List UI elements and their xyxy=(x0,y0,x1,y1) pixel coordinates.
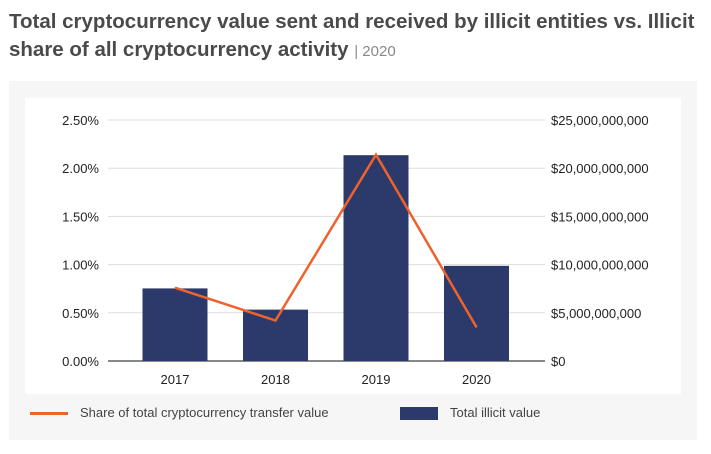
legend-label: Share of total cryptocurrency transfer v… xyxy=(80,405,329,420)
right-tick-label: $0 xyxy=(551,354,565,369)
legend-item-line: Share of total cryptocurrency transfer v… xyxy=(30,405,329,420)
legend-item-bar: Total illicit value xyxy=(400,405,541,421)
bar-2020 xyxy=(444,265,509,361)
right-tick-label: $25,000,000,000 xyxy=(551,113,649,128)
legend-label: Total illicit value xyxy=(450,405,541,420)
line-point-2020 xyxy=(476,326,477,328)
left-tick-label: 1.00% xyxy=(62,258,99,273)
bar-2017 xyxy=(142,288,208,361)
line-point-2019 xyxy=(375,154,377,156)
x-tick-label: 2019 xyxy=(362,372,391,387)
left-tick-label: 2.00% xyxy=(62,161,99,176)
left-tick-label: 1.50% xyxy=(62,209,99,224)
right-tick-label: $5,000,000,000 xyxy=(551,306,641,321)
legend-bar-swatch xyxy=(400,407,438,421)
left-tick-label: 0.50% xyxy=(62,306,99,321)
right-tick-label: $10,000,000,000 xyxy=(551,258,649,273)
x-tick-label: 2017 xyxy=(161,372,190,387)
left-tick-label: 2.50% xyxy=(62,113,99,128)
x-tick-label: 2018 xyxy=(261,372,290,387)
right-tick-label: $15,000,000,000 xyxy=(551,209,649,224)
x-tick-label: 2020 xyxy=(462,372,491,387)
line-point-2018 xyxy=(275,320,276,322)
left-tick-label: 0.00% xyxy=(62,354,99,369)
bar-2018 xyxy=(243,309,308,361)
chart-title: Total cryptocurrency value sent and rece… xyxy=(9,8,699,66)
right-tick-label: $20,000,000,000 xyxy=(551,161,649,176)
title-text: Total cryptocurrency value sent and rece… xyxy=(9,10,695,61)
legend-line-swatch xyxy=(30,412,68,416)
bar-2019 xyxy=(343,155,409,361)
share-line xyxy=(174,152,478,328)
title-year: | 2020 xyxy=(354,43,396,60)
line-point-2017 xyxy=(174,287,176,289)
